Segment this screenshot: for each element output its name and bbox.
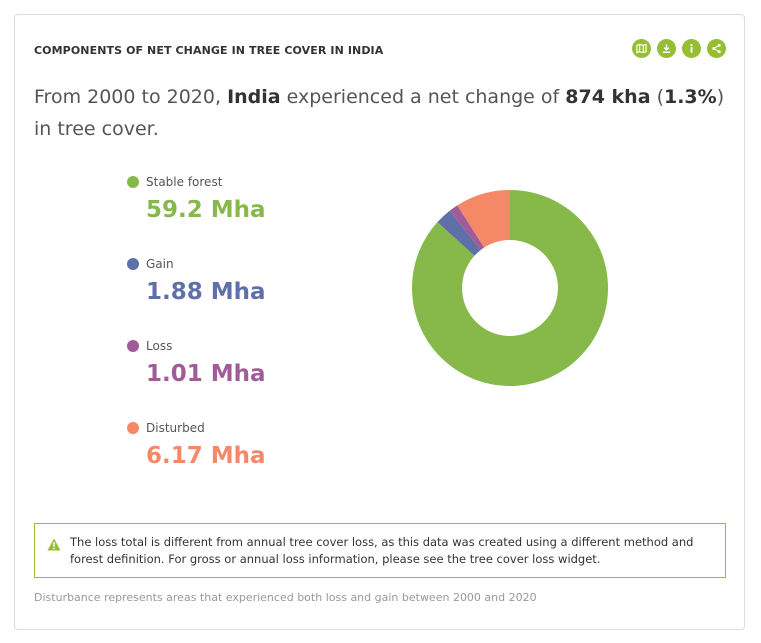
location-name: India xyxy=(227,86,281,108)
legend-value: 1.01 Mha xyxy=(146,361,266,387)
donut-slice-gain[interactable] xyxy=(437,210,481,256)
net-change-value: 874 kha xyxy=(565,86,651,108)
legend-value: 1.88 Mha xyxy=(146,279,266,305)
legend-label: Gain xyxy=(146,257,174,271)
legend-label: Loss xyxy=(146,339,173,353)
sentence-part: ) in tree cover. xyxy=(34,86,725,140)
widget-title: COMPONENTS OF NET CHANGE IN TREE COVER I… xyxy=(34,44,384,57)
loss-notice: The loss total is different from annual … xyxy=(34,523,726,578)
donut-chart xyxy=(412,190,608,386)
legend-dot xyxy=(127,258,139,270)
map-icon[interactable] xyxy=(632,39,651,58)
donut-slice-disturbed[interactable] xyxy=(457,190,510,248)
legend-value: 6.17 Mha xyxy=(146,443,266,469)
sentence-part: experienced a net change of xyxy=(280,86,566,108)
download-icon[interactable] xyxy=(657,39,676,58)
widget-toolbar xyxy=(632,39,726,58)
widget-card: COMPONENTS OF NET CHANGE IN TREE COVER I… xyxy=(14,14,745,630)
net-change-percent: 1.3% xyxy=(663,86,717,108)
legend-dot xyxy=(127,422,139,434)
summary-sentence: From 2000 to 2020, India experienced a n… xyxy=(34,81,734,145)
legend-label: Disturbed xyxy=(146,421,205,435)
notice-text: The loss total is different from annual … xyxy=(70,535,694,566)
legend-dot xyxy=(127,176,139,188)
info-icon[interactable] xyxy=(682,39,701,58)
legend-label: Stable forest xyxy=(146,175,223,189)
share-icon[interactable] xyxy=(707,39,726,58)
sentence-part: From 2000 to 2020, xyxy=(34,86,228,108)
sentence-part: ( xyxy=(650,86,664,108)
legend-value: 59.2 Mha xyxy=(146,197,266,223)
legend-dot xyxy=(127,340,139,352)
donut-slice-loss[interactable] xyxy=(449,205,485,251)
footnote: Disturbance represents areas that experi… xyxy=(34,591,537,604)
warning-icon xyxy=(47,538,61,551)
donut-slice-stable-forest[interactable] xyxy=(412,190,608,386)
